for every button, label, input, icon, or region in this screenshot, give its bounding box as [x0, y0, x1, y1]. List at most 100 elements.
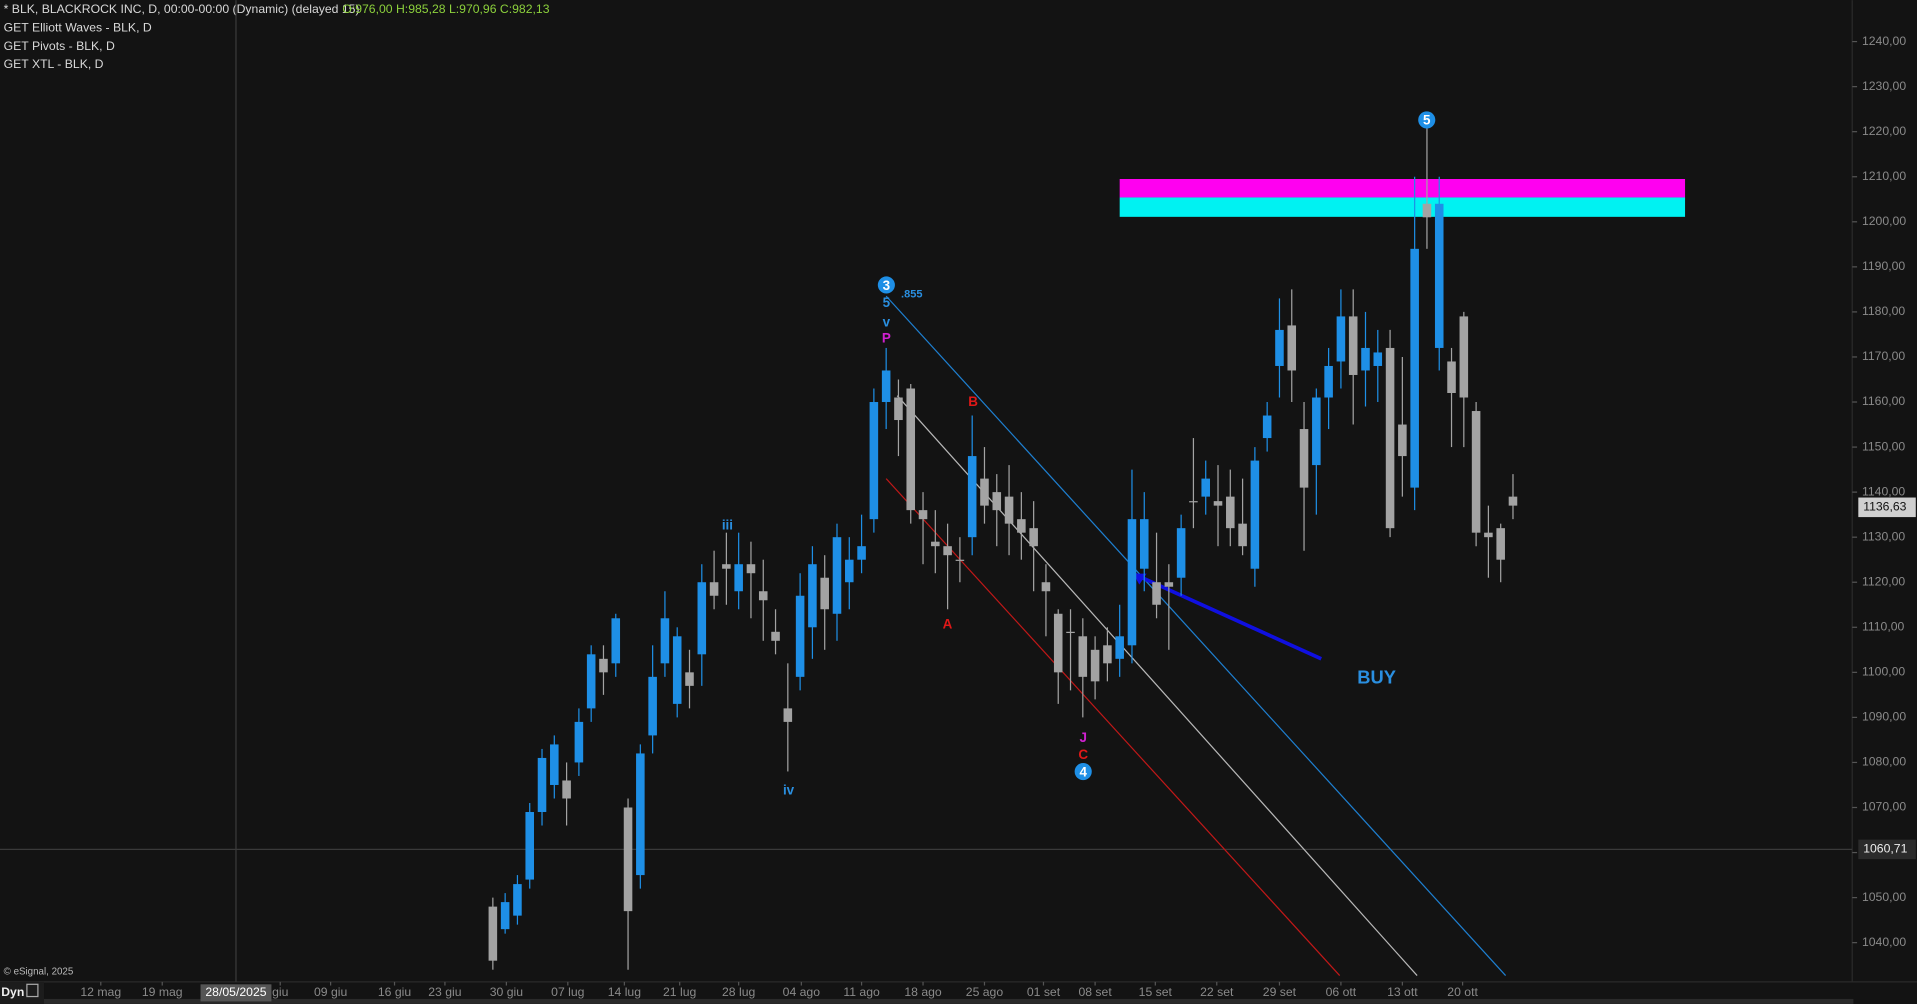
- candle-body: [980, 478, 989, 506]
- candle-body: [1434, 203, 1444, 348]
- candle-body: [795, 595, 805, 677]
- candle-body: [1139, 519, 1149, 569]
- y-tick-label: 1200,00: [1862, 214, 1906, 228]
- wave-label: iv: [783, 783, 795, 798]
- candle-body: [488, 906, 498, 961]
- y-tick-label: 1180,00: [1862, 304, 1905, 318]
- candle-body: [771, 631, 780, 641]
- arrow-head: [1133, 573, 1147, 585]
- candle-body: [1398, 424, 1407, 457]
- x-tick-label: 18 ago: [904, 985, 942, 999]
- candle-body: [500, 902, 510, 930]
- x-tick-label: 21 lug: [663, 985, 696, 999]
- candle-body: [881, 370, 891, 403]
- x-tick-label: giu: [272, 985, 288, 999]
- y-tick-label: 1190,00: [1862, 259, 1905, 273]
- candle-body: [992, 492, 1002, 511]
- y-tick-label: 1040,00: [1862, 935, 1906, 949]
- mode-label[interactable]: Dyn: [1, 985, 24, 999]
- candle-body: [808, 564, 817, 628]
- x-tick-label: 29 set: [1263, 985, 1297, 999]
- x-tick-label: 16 giu: [378, 985, 411, 999]
- wave-marker: [1418, 111, 1436, 129]
- candle-body: [1373, 352, 1383, 366]
- candle-body: [1250, 460, 1260, 569]
- crosshair-date-box: [200, 984, 272, 1002]
- study-label: GET XTL - BLK, D: [4, 57, 104, 71]
- mode-button[interactable]: [0, 981, 45, 1004]
- candle-body: [574, 721, 584, 763]
- y-tick-label: 1140,00: [1862, 484, 1905, 498]
- candle-body: [636, 753, 645, 876]
- x-tick-label: 28 lug: [722, 985, 755, 999]
- candle-body: [537, 757, 547, 813]
- x-tick-label: 30 giu: [490, 985, 523, 999]
- candle-body: [1275, 329, 1284, 366]
- x-tick-label: 15 set: [1139, 985, 1173, 999]
- candle-body: [734, 564, 743, 592]
- candle-body: [611, 618, 621, 664]
- last-price-box: [1858, 497, 1916, 518]
- candle-body: [1484, 532, 1493, 538]
- copyright: © eSignal, 2025: [4, 967, 74, 978]
- y-tick-label: 1110,00: [1862, 620, 1905, 634]
- wave-label: A: [943, 616, 953, 631]
- candle-body: [685, 672, 694, 686]
- symbol-info: * BLK, BLACKROCK INC, D, 00:00-00:00 (Dy…: [4, 2, 360, 16]
- crosshair-price-label: 1060,71: [1863, 842, 1907, 856]
- scrollbar[interactable]: [44, 998, 1854, 1004]
- trend-line: [885, 478, 1341, 976]
- candle-body: [1336, 316, 1346, 362]
- y-tick-label: 1080,00: [1862, 755, 1906, 769]
- x-tick-label: 11 ago: [843, 985, 880, 999]
- lock-icon[interactable]: [26, 983, 39, 998]
- y-tick-label: 1070,00: [1862, 800, 1906, 814]
- crosshair-date-label: 28/05/2025: [205, 985, 266, 999]
- candle-body: [1041, 582, 1051, 592]
- wave-label: v: [883, 314, 891, 329]
- candle-body: [709, 582, 719, 596]
- candle-body: [1508, 496, 1518, 506]
- x-tick-label: 22 set: [1200, 985, 1234, 999]
- candle-body: [1164, 582, 1174, 587]
- x-tick-label: 13 ott: [1387, 985, 1418, 999]
- candle-body: [967, 456, 977, 538]
- candle-body: [550, 744, 559, 785]
- candle-body: [1189, 501, 1198, 503]
- wave-label: 3: [883, 278, 890, 293]
- y-tick-label: 1050,00: [1862, 890, 1906, 904]
- x-tick-label: 19 mag: [142, 985, 183, 999]
- y-tick-label: 1150,00: [1862, 439, 1905, 453]
- trend-line: [885, 295, 1507, 976]
- candle-body: [562, 780, 571, 799]
- wave-label: 5: [883, 295, 891, 310]
- y-tick-label: 1240,00: [1862, 34, 1906, 48]
- study-label: GET Elliott Waves - BLK, D: [4, 20, 152, 34]
- candle-body: [894, 397, 903, 421]
- wave-marker: [877, 276, 895, 294]
- candle-body: [1312, 397, 1321, 466]
- candle-body: [1053, 613, 1063, 673]
- candle-body: [1127, 519, 1137, 646]
- candle-body: [1103, 645, 1112, 664]
- last-price-label: 1136,63: [1863, 500, 1906, 514]
- candle-body: [586, 654, 596, 709]
- wave-marker: [1074, 763, 1092, 781]
- x-tick-label: 07 lug: [551, 985, 584, 999]
- y-tick-label: 1210,00: [1862, 169, 1906, 183]
- candle-body: [918, 510, 928, 520]
- x-tick-label: 08 set: [1078, 985, 1112, 999]
- y-tick-label: 1090,00: [1862, 710, 1906, 724]
- x-tick-label: 25 ago: [966, 985, 1004, 999]
- candle-body: [931, 541, 940, 547]
- x-tick-label: 06 ott: [1326, 985, 1357, 999]
- candle-body: [1348, 316, 1358, 375]
- candle-body: [1152, 582, 1161, 605]
- price-zone: [1119, 197, 1686, 217]
- wave-label: J: [1079, 730, 1086, 745]
- wave-label: iii: [722, 517, 733, 532]
- x-tick-label: 23 giu: [428, 985, 461, 999]
- candle-body: [1299, 429, 1309, 488]
- candle-body: [869, 402, 879, 520]
